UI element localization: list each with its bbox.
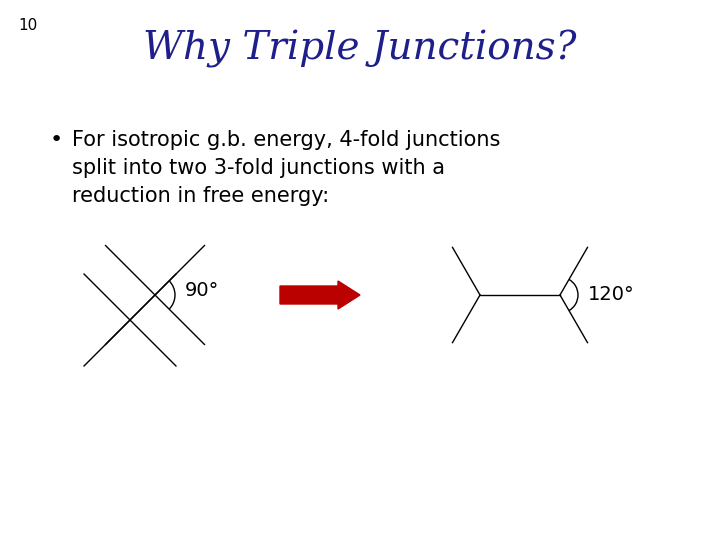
Text: Why Triple Junctions?: Why Triple Junctions? [143, 30, 577, 68]
Text: For isotropic g.b. energy, 4-fold junctions
split into two 3-fold junctions with: For isotropic g.b. energy, 4-fold juncti… [72, 130, 500, 206]
FancyArrow shape [280, 281, 360, 309]
Text: 10: 10 [18, 18, 37, 33]
Text: •: • [50, 130, 63, 150]
Text: 120°: 120° [588, 286, 635, 305]
Text: 90°: 90° [185, 280, 220, 300]
